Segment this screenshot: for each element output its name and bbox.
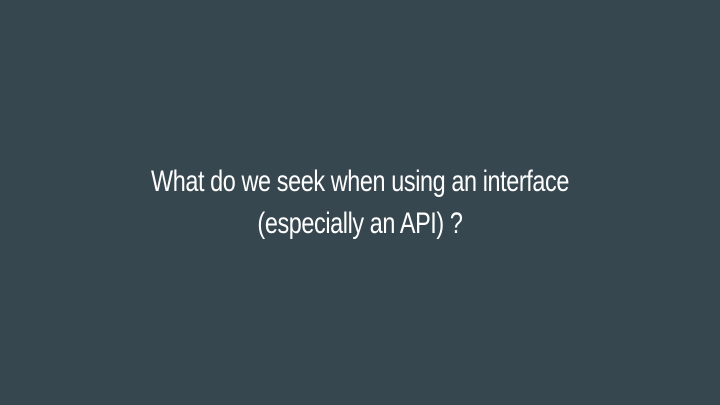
slide-title: What do we seek when using an interface … <box>110 161 609 245</box>
slide-title-line-2: (especially an API) ? <box>257 206 463 240</box>
slide-title-line-1: What do we seek when using an interface <box>151 164 569 198</box>
